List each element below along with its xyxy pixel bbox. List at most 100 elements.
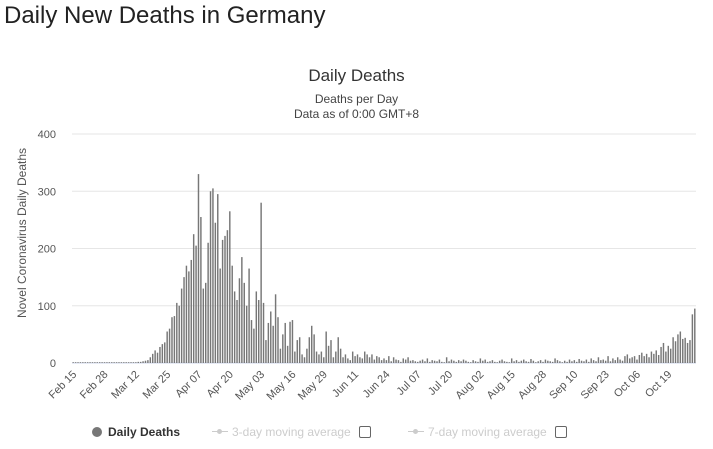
- bar[interactable]: [667, 345, 670, 363]
- bar[interactable]: [159, 346, 161, 363]
- bar[interactable]: [332, 357, 335, 363]
- bar[interactable]: [583, 361, 585, 363]
- bar[interactable]: [277, 317, 279, 363]
- bar[interactable]: [561, 362, 564, 363]
- bar[interactable]: [274, 294, 277, 363]
- bar[interactable]: [414, 361, 417, 363]
- bar[interactable]: [373, 359, 376, 363]
- bar[interactable]: [609, 361, 612, 363]
- bar[interactable]: [248, 268, 250, 363]
- bar[interactable]: [161, 344, 164, 363]
- bar[interactable]: [111, 362, 113, 363]
- bar[interactable]: [650, 351, 653, 363]
- bar[interactable]: [445, 357, 448, 363]
- bar[interactable]: [238, 278, 241, 363]
- bar[interactable]: [132, 362, 135, 363]
- bar[interactable]: [313, 334, 315, 364]
- bar[interactable]: [137, 361, 139, 363]
- bar[interactable]: [349, 360, 351, 363]
- bar[interactable]: [400, 361, 402, 363]
- bar[interactable]: [178, 305, 180, 363]
- bar[interactable]: [96, 362, 99, 363]
- bar[interactable]: [479, 358, 482, 363]
- bar[interactable]: [672, 337, 674, 363]
- bar[interactable]: [344, 354, 347, 363]
- legend-checkbox-3day[interactable]: [358, 426, 371, 438]
- bar[interactable]: [212, 188, 214, 363]
- bar[interactable]: [376, 356, 378, 363]
- bar[interactable]: [470, 362, 472, 363]
- bar[interactable]: [217, 194, 219, 363]
- bar[interactable]: [484, 359, 486, 363]
- bar[interactable]: [563, 360, 566, 363]
- bar[interactable]: [395, 359, 397, 363]
- bar[interactable]: [359, 357, 361, 363]
- bar[interactable]: [301, 354, 303, 363]
- bar[interactable]: [694, 308, 696, 363]
- bar[interactable]: [636, 359, 638, 363]
- bar[interactable]: [229, 211, 231, 363]
- bar[interactable]: [390, 361, 392, 363]
- bar[interactable]: [253, 328, 255, 363]
- bar[interactable]: [209, 191, 212, 363]
- bar[interactable]: [455, 361, 458, 363]
- bar[interactable]: [284, 322, 286, 363]
- bar[interactable]: [183, 277, 185, 364]
- bar[interactable]: [443, 362, 445, 363]
- bar[interactable]: [462, 359, 465, 363]
- bar[interactable]: [419, 360, 421, 363]
- bar[interactable]: [364, 351, 366, 363]
- bar[interactable]: [518, 361, 520, 363]
- bar[interactable]: [245, 305, 248, 363]
- bar[interactable]: [621, 360, 624, 363]
- bar[interactable]: [624, 356, 626, 363]
- bar[interactable]: [474, 361, 477, 363]
- bar[interactable]: [392, 357, 395, 363]
- bar[interactable]: [91, 362, 94, 363]
- bar[interactable]: [173, 316, 176, 363]
- bar[interactable]: [200, 217, 202, 363]
- bar[interactable]: [626, 354, 629, 363]
- bar[interactable]: [573, 360, 576, 363]
- bar[interactable]: [535, 362, 537, 363]
- bar[interactable]: [265, 340, 267, 363]
- bar[interactable]: [82, 362, 84, 363]
- bar[interactable]: [665, 351, 667, 363]
- bar[interactable]: [250, 320, 253, 363]
- bar[interactable]: [207, 242, 209, 363]
- bar[interactable]: [84, 362, 86, 363]
- bar[interactable]: [224, 235, 226, 363]
- bar[interactable]: [532, 360, 535, 363]
- bar[interactable]: [477, 361, 479, 363]
- bar[interactable]: [607, 356, 609, 363]
- bar[interactable]: [255, 291, 258, 363]
- bar[interactable]: [662, 342, 665, 363]
- bar[interactable]: [366, 354, 368, 363]
- bar[interactable]: [498, 360, 501, 363]
- bar[interactable]: [592, 360, 595, 363]
- bar[interactable]: [368, 357, 371, 363]
- bar[interactable]: [520, 360, 523, 363]
- bar[interactable]: [638, 354, 641, 363]
- bar[interactable]: [669, 348, 672, 363]
- bar[interactable]: [674, 341, 677, 363]
- bar[interactable]: [402, 358, 404, 363]
- bar[interactable]: [231, 265, 233, 363]
- bar[interactable]: [320, 351, 323, 363]
- bar[interactable]: [568, 359, 571, 363]
- bar[interactable]: [267, 322, 270, 363]
- bar[interactable]: [506, 361, 508, 363]
- bar[interactable]: [98, 362, 101, 363]
- bar[interactable]: [655, 350, 657, 363]
- bar[interactable]: [233, 291, 236, 363]
- bar[interactable]: [383, 358, 385, 363]
- bar[interactable]: [460, 361, 462, 363]
- bar[interactable]: [72, 362, 74, 363]
- bar[interactable]: [262, 302, 265, 363]
- bar[interactable]: [691, 314, 694, 363]
- bar[interactable]: [648, 357, 650, 363]
- bar[interactable]: [641, 352, 643, 363]
- bar[interactable]: [190, 259, 192, 363]
- bar[interactable]: [272, 325, 274, 363]
- bar[interactable]: [489, 361, 491, 363]
